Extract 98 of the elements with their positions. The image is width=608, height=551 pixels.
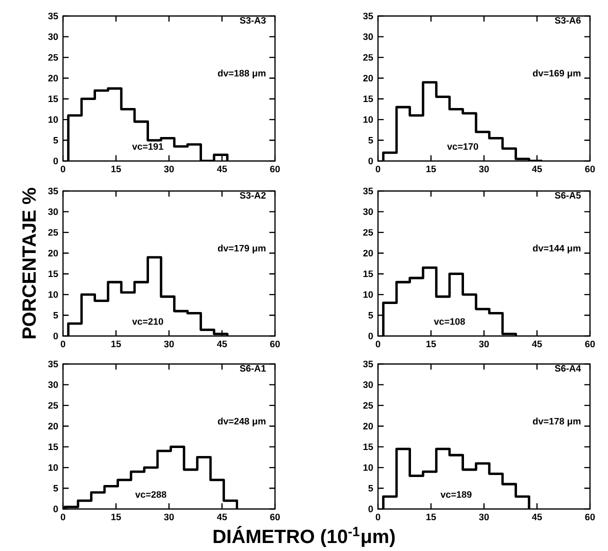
y-tick-label: 5 bbox=[53, 312, 58, 318]
chart-title: S3-A2 bbox=[240, 192, 266, 198]
x-tick-label: 0 bbox=[60, 513, 66, 520]
x-tick-label: 60 bbox=[585, 165, 595, 172]
y-tick-label: 35 bbox=[363, 12, 374, 20]
x-tick-label: 45 bbox=[216, 165, 227, 172]
x-tick-label: 0 bbox=[376, 165, 380, 172]
y-tick-label: 10 bbox=[363, 464, 373, 471]
x-tick-label: 30 bbox=[479, 165, 489, 172]
annotation: dv=178 μm bbox=[532, 417, 580, 426]
y-tick-label: 10 bbox=[48, 464, 58, 471]
x-tick-label: 60 bbox=[585, 513, 595, 520]
annotation: vc=189 bbox=[440, 490, 472, 498]
y-tick-label: 15 bbox=[363, 270, 374, 277]
x-tick-label: 15 bbox=[111, 165, 121, 172]
x-tick-label: 0 bbox=[60, 340, 66, 348]
y-tick-label: 35 bbox=[48, 187, 58, 194]
y-tick-label: 0 bbox=[368, 332, 373, 340]
x-axis-title: DIÁMETRO (10$^{-1}$μm) bbox=[214, 526, 395, 547]
y-tick-label: 5 bbox=[53, 136, 58, 144]
x-tick-label: 60 bbox=[270, 513, 280, 520]
annotation: dv=179 μm bbox=[218, 244, 266, 254]
y-tick-label: 20 bbox=[363, 422, 373, 430]
y-tick-label: 30 bbox=[48, 33, 58, 40]
x-tick-label: 15 bbox=[426, 340, 436, 347]
y-tick-label: 20 bbox=[363, 74, 373, 82]
y-tick-label: 30 bbox=[363, 208, 373, 215]
y-tick-label: 5 bbox=[53, 484, 58, 492]
y-tick-label: 5 bbox=[368, 136, 374, 144]
y-tick-label: 10 bbox=[363, 291, 373, 298]
annotation: dv=169 μm bbox=[532, 69, 580, 78]
y-tick-label: 10 bbox=[48, 116, 58, 123]
x-tick-label: 30 bbox=[164, 340, 174, 348]
y-tick-label: 20 bbox=[48, 74, 58, 82]
y-tick-label: 15 bbox=[48, 95, 58, 102]
x-tick-label: 30 bbox=[479, 340, 489, 348]
y-axis-title: PORCENTAJE % bbox=[22, 188, 36, 338]
y-tick-label: 25 bbox=[48, 54, 58, 60]
y-tick-label: 25 bbox=[363, 402, 374, 408]
chart-title: S6-A5 bbox=[554, 192, 581, 198]
chart-title: S3-A3 bbox=[240, 16, 266, 24]
y-tick-label: 15 bbox=[363, 95, 374, 102]
annotation: vc=170 bbox=[447, 142, 478, 150]
x-tick-label: 15 bbox=[111, 513, 121, 520]
annotation: vc=108 bbox=[434, 318, 465, 325]
y-tick-label: 30 bbox=[48, 381, 58, 388]
x-tick-label: 0 bbox=[376, 513, 380, 520]
y-tick-label: 35 bbox=[48, 12, 58, 20]
chart-title: S3-A6 bbox=[554, 16, 581, 24]
x-tick-label: 30 bbox=[479, 513, 489, 520]
annotation: dv=248 μm bbox=[218, 417, 266, 426]
y-tick-label: 25 bbox=[363, 228, 374, 236]
y-tick-label: 10 bbox=[363, 116, 373, 123]
y-tick-label: 35 bbox=[363, 360, 374, 368]
x-tick-label: 45 bbox=[216, 513, 227, 520]
x-tick-label: 60 bbox=[585, 340, 595, 348]
y-tick-label: 30 bbox=[363, 381, 373, 388]
chart-title: S6-A4 bbox=[554, 364, 581, 372]
x-tick-label: 15 bbox=[426, 513, 436, 520]
annotation: vc=191 bbox=[132, 142, 164, 150]
y-tick-label: 0 bbox=[53, 332, 58, 340]
x-tick-label: 60 bbox=[270, 165, 280, 172]
y-tick-label: 35 bbox=[48, 360, 58, 368]
x-tick-label: 15 bbox=[426, 165, 436, 172]
x-tick-label: 45 bbox=[532, 513, 542, 520]
x-tick-label: 0 bbox=[376, 340, 380, 348]
y-tick-label: 25 bbox=[48, 228, 58, 236]
y-tick-label: 15 bbox=[48, 270, 58, 277]
x-tick-label: 30 bbox=[164, 165, 174, 172]
y-tick-label: 15 bbox=[363, 443, 374, 450]
annotation: vc=210 bbox=[132, 318, 164, 325]
x-tick-label: 15 bbox=[111, 340, 121, 347]
y-tick-label: 20 bbox=[48, 422, 58, 430]
annotation: dv=144 μm bbox=[532, 244, 580, 254]
annotation: dv=188 μm bbox=[218, 69, 266, 78]
y-tick-label: 25 bbox=[363, 54, 374, 60]
y-tick-label: 0 bbox=[53, 505, 58, 512]
x-tick-label: 60 bbox=[270, 340, 280, 348]
x-tick-label: 45 bbox=[532, 165, 542, 172]
y-tick-label: 10 bbox=[48, 291, 58, 298]
y-tick-label: 25 bbox=[48, 402, 58, 408]
y-tick-label: 30 bbox=[363, 33, 373, 40]
y-tick-label: 20 bbox=[48, 250, 58, 256]
x-tick-label: 45 bbox=[532, 340, 542, 347]
x-tick-label: 45 bbox=[216, 340, 227, 347]
y-tick-label: 5 bbox=[368, 312, 374, 318]
y-tick-label: 0 bbox=[368, 157, 373, 164]
y-tick-label: 15 bbox=[48, 443, 58, 450]
y-tick-label: 5 bbox=[368, 484, 374, 492]
y-tick-label: 0 bbox=[368, 505, 373, 512]
y-tick-label: 20 bbox=[363, 250, 373, 256]
chart-title: S6-A1 bbox=[240, 364, 266, 372]
y-tick-label: 30 bbox=[48, 208, 58, 215]
x-tick-label: 30 bbox=[164, 513, 174, 520]
y-tick-label: 35 bbox=[363, 187, 374, 194]
x-tick-label: 0 bbox=[60, 165, 66, 172]
y-tick-label: 0 bbox=[53, 157, 58, 164]
annotation: vc=288 bbox=[135, 490, 166, 498]
